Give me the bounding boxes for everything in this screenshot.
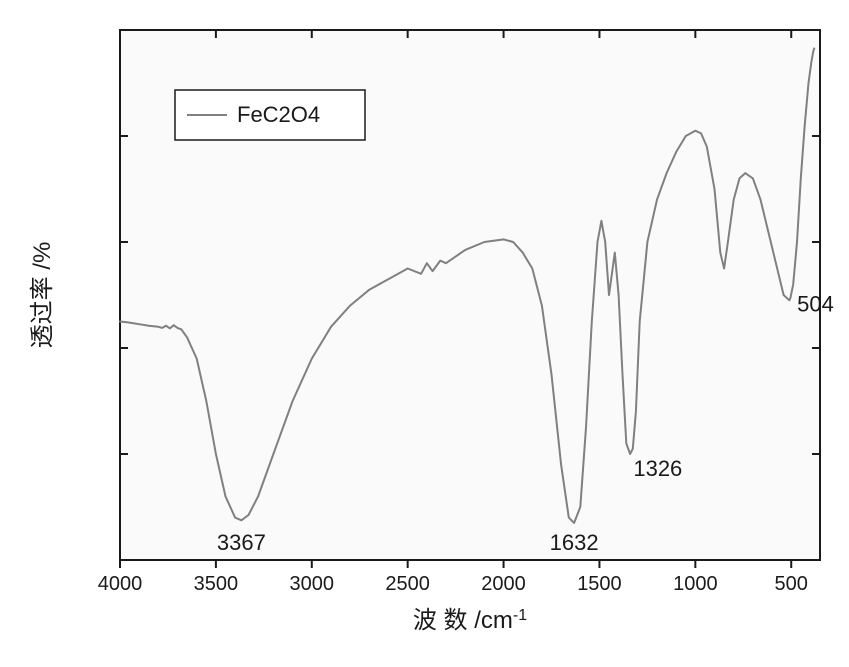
- legend: FeC2O4: [175, 90, 365, 140]
- peak-label: 1326: [633, 456, 682, 481]
- x-axis-label: 波 数 /cm-1: [413, 607, 527, 635]
- peak-label: 504: [797, 292, 834, 317]
- x-tick-label: 3500: [194, 573, 239, 595]
- x-tick-label: 1000: [673, 573, 718, 595]
- x-tick-label: 4000: [98, 573, 143, 595]
- x-tick-label: 1500: [577, 573, 622, 595]
- peak-label: 1632: [550, 530, 599, 555]
- y-axis-label: 透过率 /%: [29, 242, 56, 349]
- legend-label: FeC2O4: [237, 102, 320, 127]
- ir-spectrum-chart: 4000 3500 3000 2500 2000 1500 1000 500 波 数 /cm-1…: [0, 0, 849, 667]
- x-tick-label: 2500: [385, 573, 430, 595]
- x-tick-label: 2000: [481, 573, 526, 595]
- x-tick-label: 3000: [290, 573, 335, 595]
- peak-label: 3367: [217, 530, 266, 555]
- x-tick-label: 500: [775, 573, 808, 595]
